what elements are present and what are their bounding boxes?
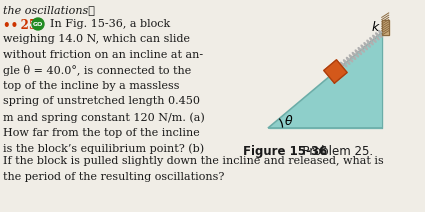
Text: Figure 15-36: Figure 15-36 <box>243 145 327 158</box>
Text: gle θ = 40.0°, is connected to the: gle θ = 40.0°, is connected to the <box>3 66 191 77</box>
Text: •• 25: •• 25 <box>3 19 37 32</box>
Polygon shape <box>269 33 382 128</box>
Text: top of the incline by a massless: top of the incline by a massless <box>3 81 179 91</box>
Text: How far from the top of the incline: How far from the top of the incline <box>3 127 200 138</box>
Text: spring of unstretched length 0.450: spring of unstretched length 0.450 <box>3 96 200 106</box>
Text: In Fig. 15-36, a block: In Fig. 15-36, a block <box>50 19 170 29</box>
Text: Problem 25.: Problem 25. <box>295 145 373 158</box>
Polygon shape <box>324 60 347 83</box>
Text: is the block’s equilibrium point? (b): is the block’s equilibrium point? (b) <box>3 143 204 153</box>
Text: θ: θ <box>285 115 293 128</box>
Text: without friction on an incline at an-: without friction on an incline at an- <box>3 50 203 60</box>
Circle shape <box>32 18 44 30</box>
Text: the period of the resulting oscillations?: the period of the resulting oscillations… <box>3 172 224 182</box>
Text: GO: GO <box>33 21 43 26</box>
Text: If the block is pulled slightly down the incline and released, what is: If the block is pulled slightly down the… <box>3 156 384 166</box>
Text: k: k <box>371 21 379 33</box>
Text: the oscillations：: the oscillations： <box>3 5 95 15</box>
Polygon shape <box>382 20 389 35</box>
Text: m and spring constant 120 N/m. (a): m and spring constant 120 N/m. (a) <box>3 112 205 123</box>
Text: weighing 14.0 N, which can slide: weighing 14.0 N, which can slide <box>3 35 190 45</box>
